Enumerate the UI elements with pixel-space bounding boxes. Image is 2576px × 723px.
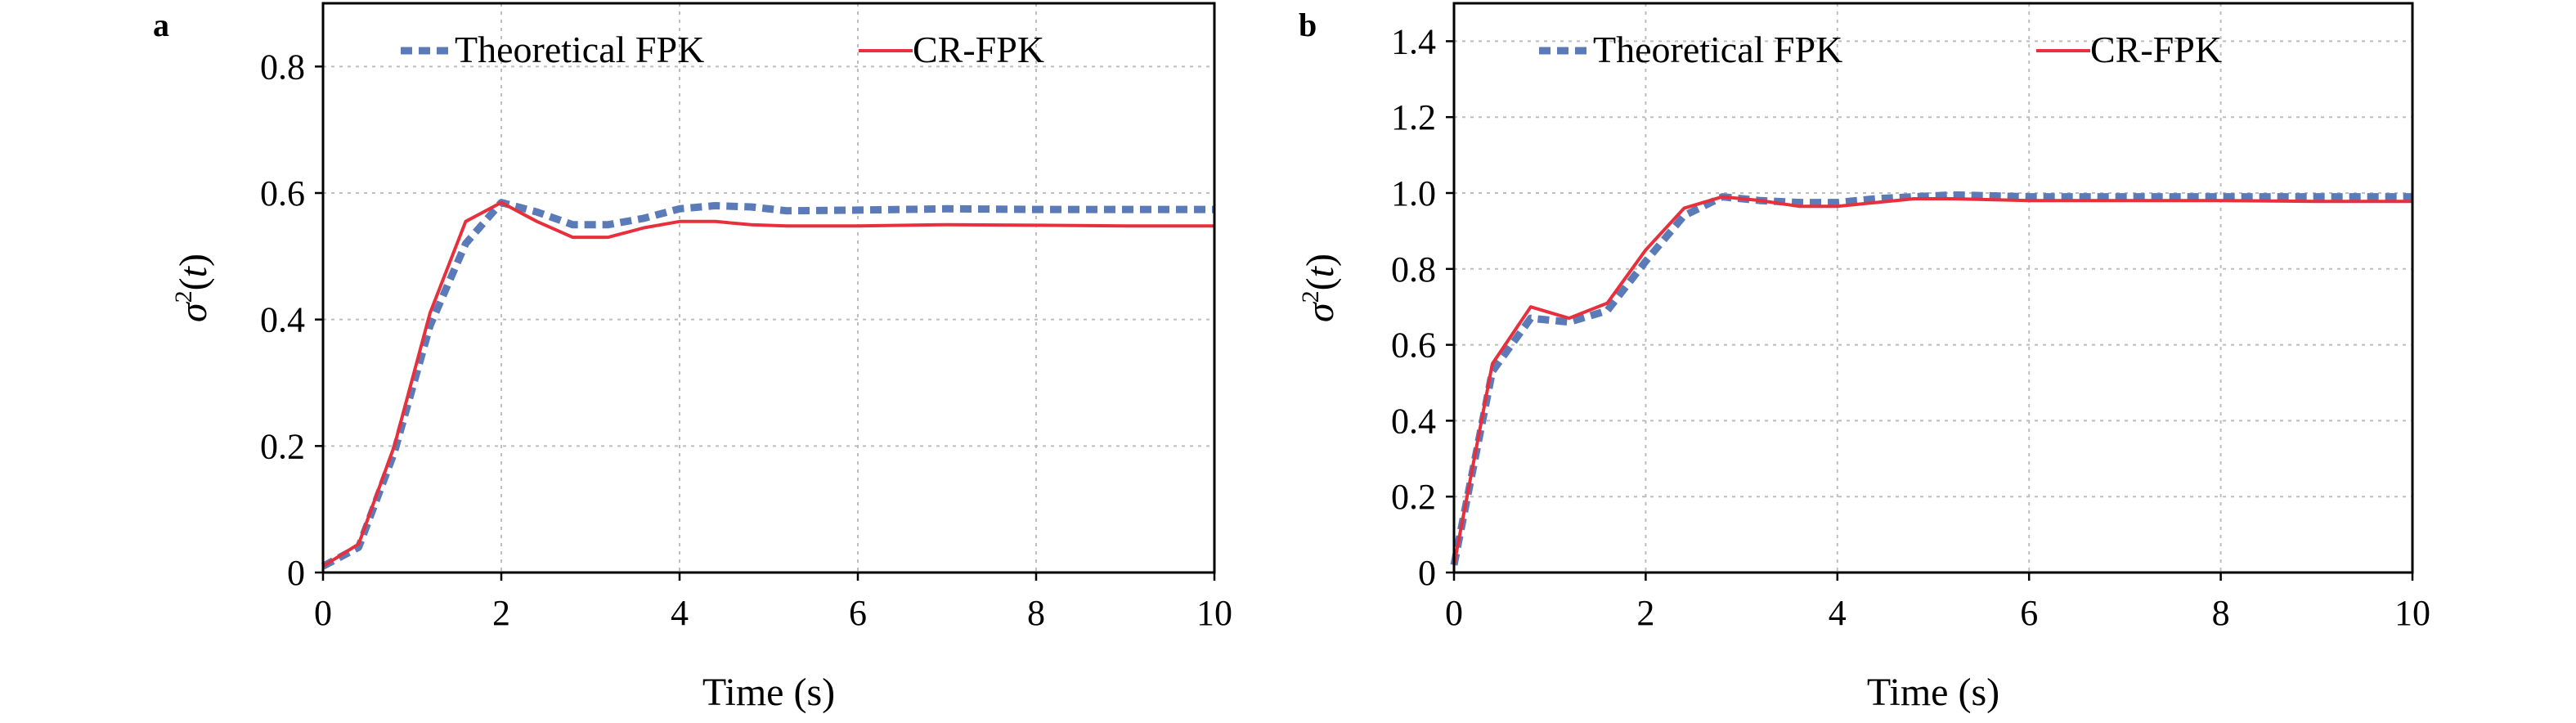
legend-label: Theoretical FPK xyxy=(1593,29,1842,70)
panel-a-y-axis-title: σ2(t) xyxy=(170,254,215,322)
legend-label: CR-FPK xyxy=(2090,29,2222,70)
x-tick-label: 8 xyxy=(2212,593,2230,633)
y-tick-label: 0.6 xyxy=(260,173,305,213)
panel-b-y-axis-title-arg: ( xyxy=(1299,277,1342,290)
y-tick-label: 0.4 xyxy=(260,300,305,340)
panel-b: b 0 2 4 6 8 10 0 0.2 0.4 0.6 0.8 1.0 1.2 1.4 Theoreti… xyxy=(1297,2,2430,714)
legend-label: Theoretical FPK xyxy=(455,29,704,70)
panel-a-plot-frame xyxy=(321,2,1216,574)
x-tick-label: 4 xyxy=(1829,593,1847,633)
series-line-theoretical-fpk xyxy=(1450,191,2412,566)
x-tick-label: 0 xyxy=(314,593,332,633)
panel-a-grid xyxy=(323,3,1214,573)
x-tick-label: 10 xyxy=(1196,593,1232,633)
panel-a-legend: Theoretical FPK CR-FPK xyxy=(401,29,1044,70)
panel-a-y-axis-title-close: ) xyxy=(172,254,215,267)
x-tick-label: 6 xyxy=(849,593,867,633)
panel-a-letter: a xyxy=(153,7,169,43)
panel-a-y-axis-title-sup: 2 xyxy=(170,290,197,303)
panel-b-y-axis-title: σ2(t) xyxy=(1297,254,1342,322)
y-tick-label: 0.4 xyxy=(1391,401,1436,441)
x-tick-label: 2 xyxy=(492,593,510,633)
panel-b-y-axis-title-sup: 2 xyxy=(1297,290,1324,303)
y-tick-label: 1.4 xyxy=(1391,21,1436,61)
panel-b-y-axis-title-symbol: σ xyxy=(1299,301,1342,322)
y-tick-label: 0.2 xyxy=(260,426,305,466)
x-tick-label: 10 xyxy=(2394,593,2430,633)
panel-b-x-axis-title: Time (s) xyxy=(1867,671,1999,714)
x-tick-label: 8 xyxy=(1027,593,1045,633)
panel-b-y-axis-title-close: ) xyxy=(1299,254,1342,267)
series-line-cr-fpk xyxy=(1452,195,2412,566)
y-tick-label: 0.2 xyxy=(1391,477,1436,517)
panel-a-y-axis-title-symbol: σ xyxy=(172,301,215,322)
panel-b-plot-frame xyxy=(1452,2,2414,574)
y-tick-label: 0 xyxy=(1418,553,1436,593)
panel-b-series xyxy=(1450,191,2412,566)
y-tick-label: 0 xyxy=(287,553,305,593)
panel-b-y-axis-title-t: t xyxy=(1299,265,1342,277)
x-tick-label: 2 xyxy=(1636,593,1654,633)
x-tick-label: 0 xyxy=(1445,593,1463,633)
y-tick-label: 0.8 xyxy=(1391,249,1436,290)
x-tick-label: 6 xyxy=(2020,593,2038,633)
panel-a-y-axis-title-arg: ( xyxy=(172,277,215,290)
x-tick-label: 4 xyxy=(671,593,689,633)
series-line-cr-fpk xyxy=(321,200,1214,568)
panel-a-y-axis-title-t: t xyxy=(172,265,215,277)
panel-b-letter: b xyxy=(1299,7,1317,43)
panel-a: a 0 2 4 6 8 10 0 0.2 0.4 0.6 0.8 Theoretical FPK CR… xyxy=(153,2,1232,714)
panel-a-series xyxy=(321,199,1214,570)
panel-b-ticks: 0 2 4 6 8 10 0 0.2 0.4 0.6 0.8 1.0 1.2 1.4 xyxy=(1391,21,2430,633)
series-line-theoretical-fpk xyxy=(321,199,1214,570)
y-tick-label: 0.8 xyxy=(260,47,305,87)
legend-label: CR-FPK xyxy=(913,29,1044,70)
panel-b-grid xyxy=(1454,3,2412,573)
y-tick-label: 0.6 xyxy=(1391,326,1436,366)
y-tick-label: 1.0 xyxy=(1391,173,1436,213)
y-tick-label: 1.2 xyxy=(1391,97,1436,137)
panel-a-ticks: 0 2 4 6 8 10 0 0.2 0.4 0.6 0.8 xyxy=(260,47,1232,633)
panel-b-legend: Theoretical FPK CR-FPK xyxy=(1539,29,2222,70)
panel-a-x-axis-title: Time (s) xyxy=(702,671,835,714)
